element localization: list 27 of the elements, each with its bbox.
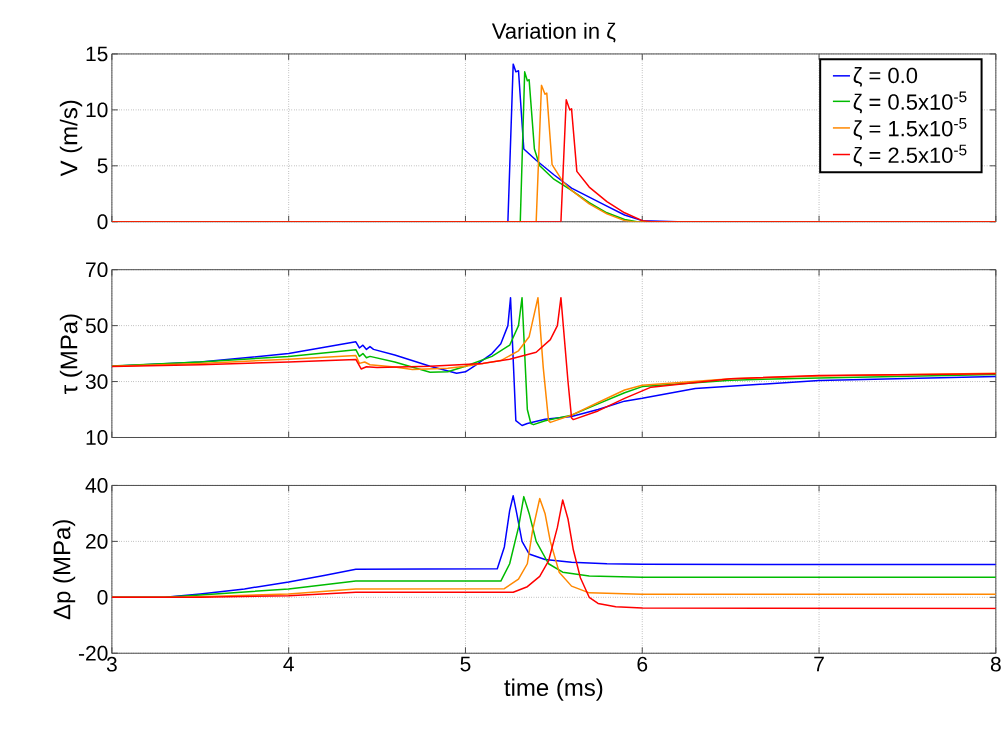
y-axis-title: Δp (MPa)	[52, 520, 76, 620]
y-tick-label: 5	[97, 158, 108, 174]
legend-label: ζ = 0.5x10$^{-5}$	[853, 91, 967, 114]
y-tick-label: 10	[86, 430, 108, 445]
y-tick-label: 40	[85, 477, 108, 493]
x-tick-label: 4	[283, 656, 294, 672]
chart-title: Variation in ζ	[491, 22, 616, 43]
y-tick-label: -20	[78, 645, 108, 661]
x-tick-label: 5	[460, 656, 471, 672]
y-tick-label: 10	[86, 102, 108, 118]
legend-label: ζ = 1.5x10$^{-5}$	[853, 118, 967, 140]
y-axis-title: τ (MPa)	[59, 314, 83, 394]
x-tick-label: 6	[637, 656, 648, 672]
legend-label: ζ = 0.0	[853, 67, 918, 87]
y-tick-label: 30	[85, 374, 108, 389]
y-tick-label: 0	[97, 589, 108, 605]
legend-label: ζ = 2.5x10$^{-5}$	[853, 144, 967, 167]
y-tick-label: 20	[86, 533, 108, 549]
y-axis-title: V (m/s)	[59, 100, 83, 177]
y-tick-label: 0	[97, 214, 108, 230]
y-tick-label: 50	[85, 318, 108, 333]
x-tick-label: 3	[106, 656, 117, 672]
x-axis-title: time (ms)	[504, 678, 603, 701]
y-tick-label: 70	[86, 262, 108, 278]
x-tick-label: 7	[814, 656, 824, 672]
y-tick-label: 15	[86, 46, 108, 62]
x-tick-label: 8	[990, 656, 1001, 672]
